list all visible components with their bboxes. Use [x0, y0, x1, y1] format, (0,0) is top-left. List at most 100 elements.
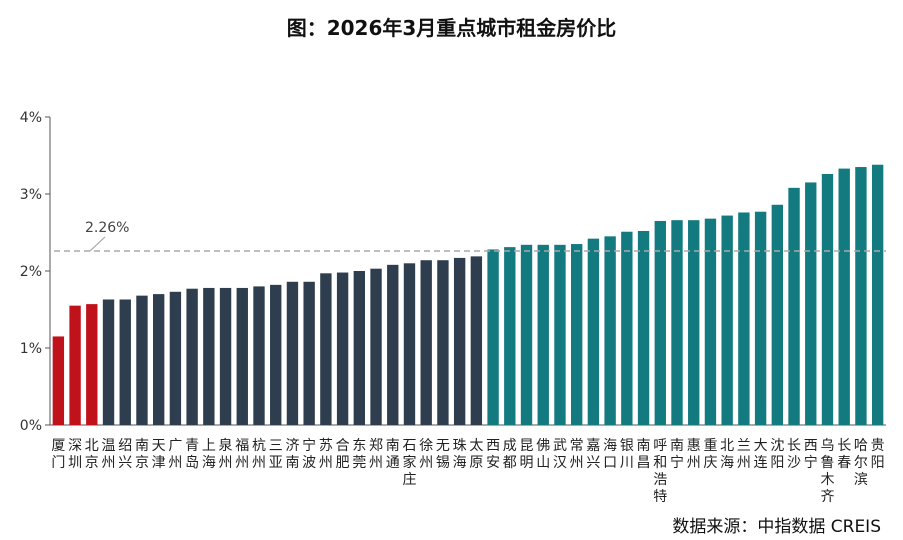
bar — [487, 249, 499, 425]
x-tick-label: 西安 — [486, 438, 500, 471]
bar — [420, 260, 432, 425]
x-tick-label: 佛山 — [536, 438, 550, 471]
x-tick-label: 乌鲁木齐 — [820, 438, 834, 505]
bar — [203, 287, 215, 425]
data-source: 数据来源：中指数据 CREIS — [672, 517, 881, 537]
y-tick-label: 3% — [20, 187, 42, 203]
bar — [169, 291, 182, 425]
x-tick-label: 深圳 — [68, 438, 82, 471]
x-tick-label: 广州 — [168, 438, 182, 471]
x-tick-label: 南昌 — [637, 438, 651, 471]
bar — [353, 271, 366, 425]
y-tick-label: 2% — [20, 264, 42, 280]
bar — [671, 220, 683, 425]
bar — [453, 257, 466, 425]
bar — [754, 211, 767, 425]
x-tick-label: 石家庄 — [402, 438, 416, 488]
bar — [370, 268, 382, 425]
x-tick-label: 银川 — [620, 438, 634, 471]
bar — [102, 299, 115, 425]
x-tick-label: 天津 — [152, 438, 166, 471]
bar — [152, 294, 165, 425]
x-tick-label: 绍兴 — [118, 438, 132, 471]
bar — [838, 168, 850, 425]
bar — [437, 260, 449, 425]
bar — [821, 173, 834, 425]
bar — [336, 272, 349, 425]
x-tick-label: 嘉兴 — [586, 438, 600, 471]
bar — [654, 220, 666, 425]
x-tick-label: 武汉 — [553, 438, 567, 471]
bar — [637, 230, 650, 425]
bar — [219, 287, 232, 425]
x-tick-label: 海口 — [603, 438, 617, 471]
y-tick-label: 0% — [20, 418, 42, 434]
bar — [387, 264, 399, 425]
bar — [403, 263, 416, 425]
x-tick-label: 上海 — [202, 438, 216, 471]
x-tick-label: 无锡 — [436, 438, 450, 471]
reference-leader — [89, 236, 106, 252]
x-tick-label: 厦门 — [51, 438, 65, 471]
x-tick-label: 哈尔滨 — [854, 438, 868, 488]
bar — [704, 218, 717, 425]
x-tick-label: 南通 — [386, 438, 400, 471]
bar — [504, 247, 516, 425]
x-tick-label: 宁波 — [302, 437, 316, 471]
x-tick-label: 西宁 — [804, 438, 818, 471]
x-tick-label: 沈阳 — [770, 438, 784, 471]
x-tick-label: 珠海 — [453, 438, 467, 471]
x-tick-label: 重庆 — [703, 438, 717, 471]
x-tick-label: 南宁 — [670, 438, 684, 471]
x-tick-label: 南京 — [135, 438, 149, 471]
x-tick-label: 郑州 — [369, 438, 383, 471]
x-tick-label: 太原 — [469, 438, 483, 471]
x-tick-label: 呼和浩特 — [653, 438, 667, 505]
bar — [136, 295, 148, 425]
bar — [587, 238, 600, 425]
x-tick-label: 合肥 — [336, 438, 350, 471]
bar — [805, 182, 817, 425]
bar — [871, 164, 884, 426]
x-tick-label: 昆明 — [520, 438, 534, 471]
x-tick-label: 泉州 — [219, 437, 233, 471]
x-tick-label: 东莞 — [352, 438, 366, 471]
x-tick-label: 惠州 — [687, 438, 701, 471]
bar — [738, 212, 750, 425]
x-tick-label: 温州 — [102, 438, 116, 471]
x-tick-label: 北海 — [720, 438, 734, 471]
x-tick-label: 三亚 — [269, 438, 283, 471]
x-tick-label: 长沙 — [787, 438, 801, 471]
bar — [771, 204, 784, 425]
bar — [86, 304, 98, 425]
bar — [253, 286, 265, 425]
y-tick-label: 1% — [20, 341, 42, 357]
x-tick-label: 兰州 — [737, 438, 751, 471]
bar — [570, 244, 583, 425]
bar — [286, 281, 299, 425]
x-tick-label: 徐州 — [419, 438, 433, 471]
bar — [69, 305, 81, 425]
x-tick-label: 成都 — [503, 438, 517, 471]
bar — [186, 288, 198, 425]
bar — [520, 244, 533, 425]
x-tick-label: 杭州 — [252, 438, 266, 471]
chart-title: 图：2026年3月重点城市租金房价比 — [286, 16, 617, 40]
bar — [621, 231, 633, 425]
reference-label: 2.26% — [85, 220, 129, 236]
bar — [119, 299, 131, 425]
x-tick-label: 济南 — [285, 438, 299, 471]
bar — [320, 273, 332, 425]
x-tick-label: 青岛 — [185, 438, 199, 471]
x-tick-label: 苏州 — [319, 438, 333, 471]
bar — [855, 167, 867, 426]
bar — [470, 256, 483, 425]
x-tick-label: 长春 — [837, 438, 851, 471]
bar — [788, 187, 800, 425]
bar — [554, 244, 566, 425]
x-tick-label: 北京 — [85, 438, 99, 471]
bar — [52, 336, 65, 425]
x-tick-label: 大连 — [754, 438, 768, 471]
